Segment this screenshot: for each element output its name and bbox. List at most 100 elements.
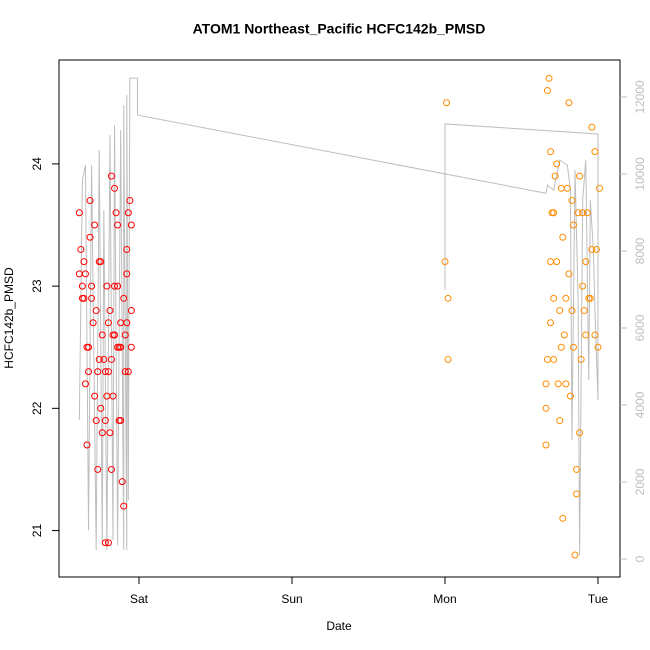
data-point: [444, 355, 452, 363]
data-point: [443, 99, 451, 107]
data-point: [551, 172, 559, 180]
data-point: [556, 417, 564, 425]
data-point: [85, 343, 93, 351]
x-tick-label: Sat: [130, 592, 149, 606]
data-point: [559, 233, 567, 241]
data-point: [127, 221, 135, 229]
y-tick-label: 21: [30, 524, 44, 538]
data-point: [545, 74, 553, 82]
data-point: [95, 355, 103, 363]
data-point: [595, 184, 603, 192]
data-point: [547, 319, 555, 327]
data-point: [562, 380, 570, 388]
data-point: [580, 307, 588, 315]
y2-tick-label: 8000: [633, 237, 647, 264]
plot-frame: [58, 59, 621, 578]
data-point: [117, 417, 125, 425]
x-tick-label: Tue: [588, 592, 609, 606]
data-point: [111, 282, 119, 290]
data-point: [117, 343, 125, 351]
data-point: [104, 368, 112, 376]
data-point: [107, 355, 115, 363]
data-point: [554, 380, 562, 388]
data-point: [550, 355, 558, 363]
data-point: [91, 392, 99, 400]
data-point: [106, 429, 114, 437]
data-point: [573, 490, 581, 498]
data-point: [120, 502, 128, 510]
data-point: [78, 282, 86, 290]
data-point: [81, 270, 89, 278]
data-point: [556, 307, 564, 315]
data-point: [592, 245, 600, 253]
data-point: [75, 209, 83, 217]
y2-tick-label: 4000: [633, 391, 647, 418]
data-point: [542, 404, 550, 412]
data-point: [81, 380, 89, 388]
y-tick-label: 23: [30, 279, 44, 293]
y-axis-label: HCFC142b_PMSD: [2, 267, 16, 369]
data-point: [89, 319, 97, 327]
data-point: [123, 245, 131, 253]
data-point: [88, 294, 96, 302]
data-point: [106, 307, 114, 315]
data-point: [579, 282, 587, 290]
data-point: [568, 307, 576, 315]
data-point: [101, 368, 109, 376]
data-point: [562, 294, 570, 302]
data-point: [557, 184, 565, 192]
data-line: [78, 77, 599, 556]
data-point: [591, 331, 599, 339]
y-tick-label: 24: [30, 157, 44, 171]
data-point: [117, 319, 125, 327]
data-point: [97, 404, 105, 412]
data-point: [569, 343, 577, 351]
data-point: [120, 294, 128, 302]
y2-tick-label: 2000: [633, 468, 647, 495]
y2-tick-label: 6000: [633, 314, 647, 341]
data-point: [126, 197, 134, 205]
data-point: [107, 172, 115, 180]
x-tick-label: Sun: [281, 592, 302, 606]
data-point: [104, 539, 112, 547]
data-point: [111, 184, 119, 192]
data-point: [557, 343, 565, 351]
y2-tick-label: 10000: [633, 157, 647, 191]
data-point: [88, 282, 96, 290]
data-point: [123, 319, 131, 327]
data-point: [553, 160, 561, 168]
data-point: [94, 368, 102, 376]
data-point: [588, 245, 596, 253]
x-axis-label: Date: [326, 619, 352, 633]
data-point: [100, 355, 108, 363]
data-point: [98, 331, 106, 339]
data-point: [582, 258, 590, 266]
data-point: [591, 148, 599, 156]
chart-title: ATOM1 Northeast_Pacific HCFC142b_PMSD: [193, 21, 486, 37]
data-point: [560, 331, 568, 339]
data-point: [91, 221, 99, 229]
y2-tick-label: 0: [633, 555, 647, 562]
data-point: [127, 343, 135, 351]
data-point: [94, 465, 102, 473]
data-point: [444, 294, 452, 302]
data-point: [104, 319, 112, 327]
data-point: [542, 441, 550, 449]
data-point: [568, 197, 576, 205]
data-point: [577, 355, 585, 363]
data-point: [542, 380, 550, 388]
data-point: [107, 465, 115, 473]
data-point: [594, 343, 602, 351]
data-point: [571, 551, 579, 559]
data-point: [80, 258, 88, 266]
data-point: [112, 209, 120, 217]
data-point: [441, 258, 449, 266]
data-point: [565, 270, 573, 278]
data-point: [101, 539, 109, 547]
data-point: [543, 355, 551, 363]
data-point: [547, 148, 555, 156]
data-point: [111, 331, 119, 339]
data-point: [559, 514, 567, 522]
data-point: [97, 258, 105, 266]
data-point: [547, 258, 555, 266]
